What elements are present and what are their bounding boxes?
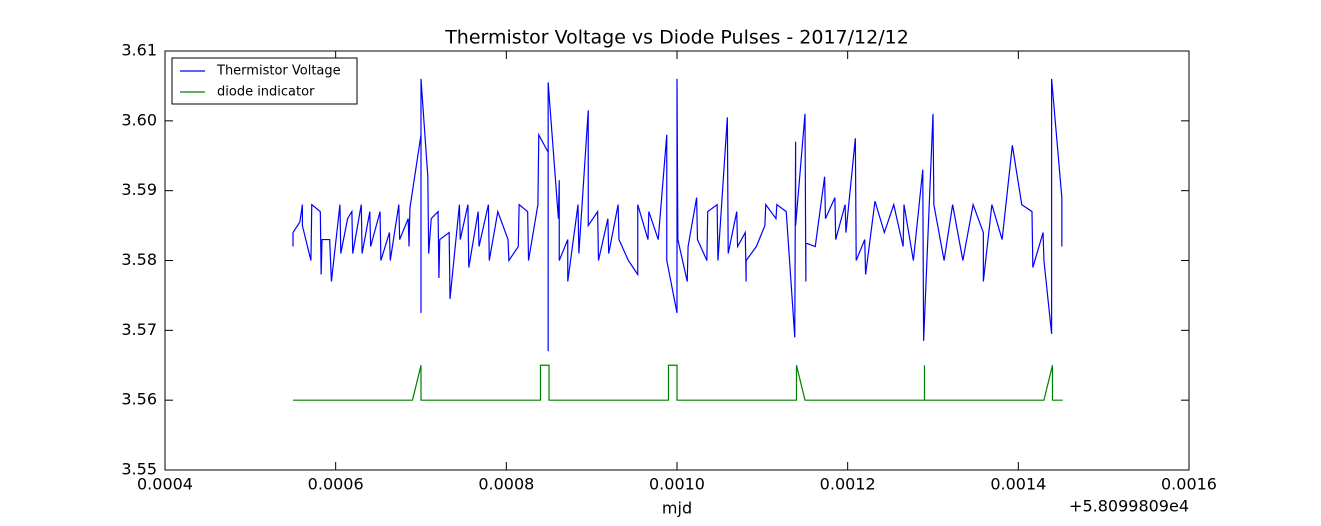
series-line (292, 78, 1063, 352)
x-tick-label: 0.0012 (820, 475, 876, 494)
x-offset-label: +5.8099809e4 (1069, 497, 1189, 516)
y-tick-label: 3.60 (121, 110, 157, 129)
y-tick-label: 3.59 (121, 180, 157, 199)
y-tick-label: 3.55 (121, 460, 157, 479)
x-tick-label: 0.0014 (990, 475, 1046, 494)
x-tick-label: 0.0008 (478, 475, 534, 494)
plot-frame (164, 50, 1190, 471)
x-tick-label: 0.0006 (308, 475, 364, 494)
y-tick-label: 3.61 (121, 41, 157, 60)
chart-title: Thermistor Voltage vs Diode Pulses - 201… (444, 27, 909, 49)
x-tick-label: 0.0010 (649, 475, 705, 494)
legend-label: Thermistor Voltage (216, 64, 341, 79)
legend-box (171, 57, 358, 105)
x-tick-label: 0.0016 (1161, 475, 1217, 494)
y-tick-label: 3.58 (121, 250, 157, 269)
series-line (293, 364, 1063, 401)
x-tick-label: 0.0004 (137, 475, 193, 494)
y-tick-label: 3.57 (121, 320, 157, 339)
x-axis-label: mjd (662, 499, 692, 518)
y-tick-label: 3.56 (121, 390, 157, 409)
legend-label: diode indicator (217, 85, 315, 100)
